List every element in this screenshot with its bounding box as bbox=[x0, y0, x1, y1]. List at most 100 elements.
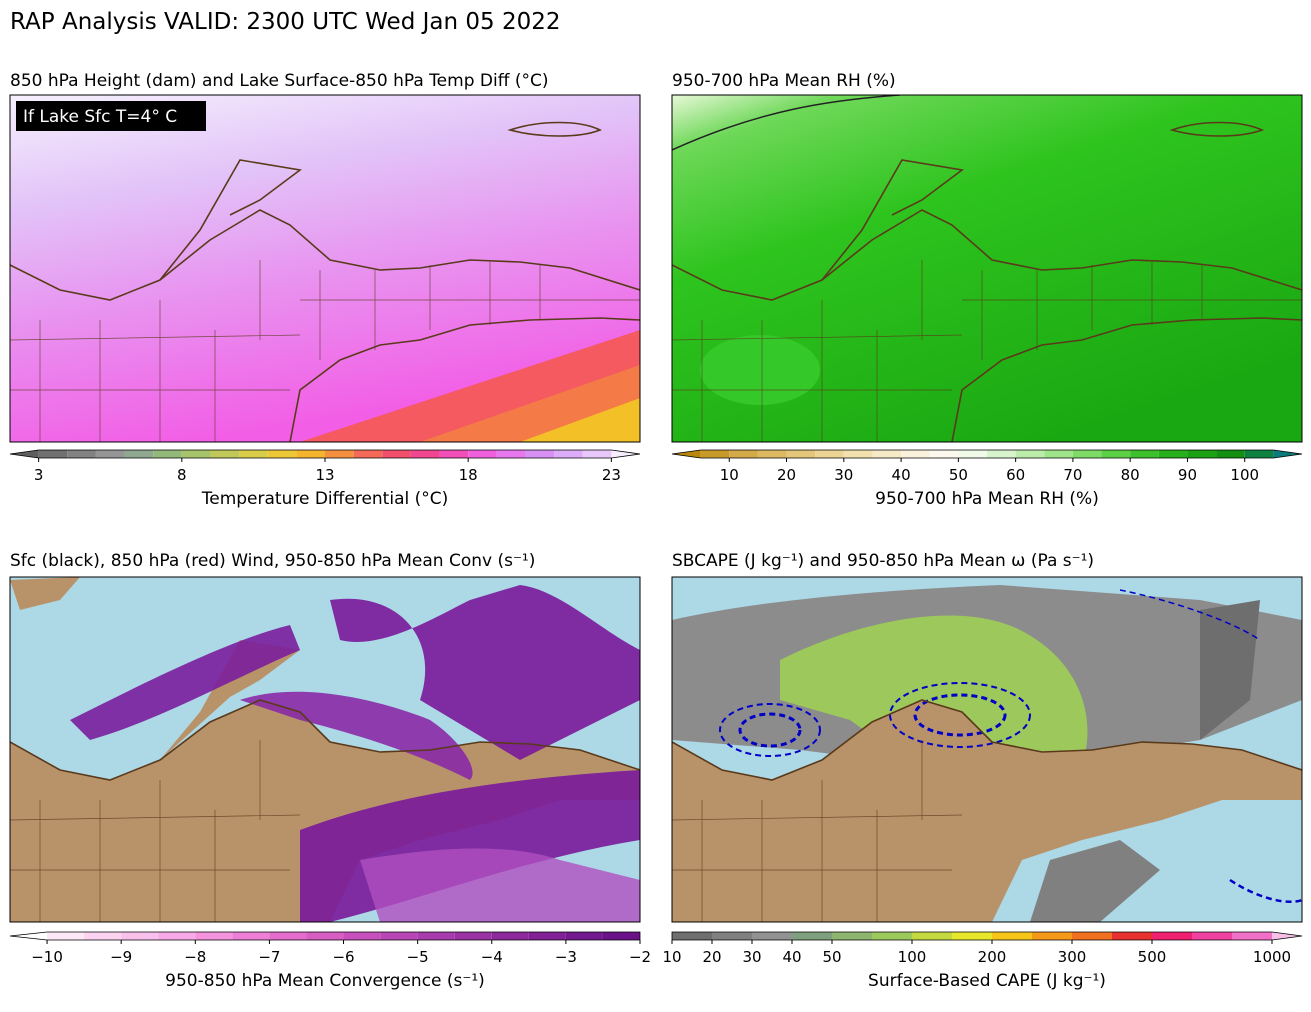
colorbar-segment bbox=[1192, 932, 1232, 940]
colorbar-tick-label: 60 bbox=[1006, 466, 1025, 484]
colorbar-segment bbox=[232, 932, 270, 940]
colorbar-tick-label: −9 bbox=[110, 948, 132, 966]
colorbar-segment bbox=[992, 932, 1032, 940]
colorbar-segment bbox=[757, 450, 787, 458]
colorbar-segment bbox=[491, 932, 529, 940]
colorbar-tick-label: 50 bbox=[949, 466, 968, 484]
colorbar-segment bbox=[554, 450, 583, 458]
colorbar-segment bbox=[1130, 450, 1159, 458]
colorbar-segment bbox=[901, 450, 930, 458]
colorbar-segment bbox=[872, 450, 902, 458]
colorbar-label: Surface-Based CAPE (J kg⁻¹) bbox=[868, 971, 1106, 991]
colorbar-outline bbox=[671, 931, 1303, 941]
colorbar-segment bbox=[454, 932, 492, 940]
colorbar-tick-label: 70 bbox=[1063, 466, 1082, 484]
colorbar-segment bbox=[528, 932, 566, 940]
colorbar-tick-label: 90 bbox=[1178, 466, 1197, 484]
colorbar-tick-label: 8 bbox=[177, 466, 187, 484]
colorbar-segment bbox=[987, 450, 1016, 458]
annotation-box bbox=[16, 101, 206, 131]
colorbar-label: 950-850 hPa Mean Convergence (s⁻¹) bbox=[165, 971, 485, 991]
colorbar-segment bbox=[672, 450, 701, 458]
colorbar-outline bbox=[671, 449, 1303, 459]
colorbar-label: Temperature Differential (°C) bbox=[201, 489, 449, 509]
colorbar-segment bbox=[602, 932, 640, 940]
colorbar-segment bbox=[353, 450, 383, 458]
colorbar-segment bbox=[382, 450, 411, 458]
colorbar-tick-label: 80 bbox=[1121, 466, 1140, 484]
colorbar-segment bbox=[468, 450, 497, 458]
map-convergence bbox=[10, 577, 640, 922]
colorbar-segment bbox=[121, 932, 159, 940]
colorbar-tick-label: −5 bbox=[407, 948, 429, 966]
colorbar-tick-label: −7 bbox=[258, 948, 280, 966]
colorbar-segment bbox=[1273, 450, 1302, 458]
colorbar-segment bbox=[153, 450, 182, 458]
panel-title: SBCAPE (J kg⁻¹) and 950-850 hPa Mean ω (… bbox=[672, 551, 1094, 571]
colorbar-tick-label: −4 bbox=[481, 948, 503, 966]
colorbar-segment bbox=[1216, 450, 1245, 458]
colorbar-tick-label: 30 bbox=[834, 466, 853, 484]
colorbar-tick-label: −6 bbox=[332, 948, 354, 966]
colorbar-segment bbox=[1101, 450, 1131, 458]
colorbar-segment bbox=[912, 932, 952, 940]
colorbar-segment bbox=[181, 450, 211, 458]
panel-title: 850 hPa Height (dam) and Lake Surface-85… bbox=[10, 71, 548, 91]
colorbar-segment bbox=[1032, 932, 1072, 940]
colorbar-segment bbox=[1158, 450, 1188, 458]
colorbar-tick-label: −8 bbox=[184, 948, 206, 966]
colorbar-segment bbox=[410, 450, 440, 458]
panel-title: 950-700 hPa Mean RH (%) bbox=[672, 71, 896, 91]
map-frame bbox=[671, 576, 1303, 923]
colorbar-segment bbox=[380, 932, 418, 940]
colorbar-segment bbox=[832, 932, 872, 940]
colorbar-segment bbox=[700, 450, 730, 458]
map-cape bbox=[672, 577, 1302, 922]
colorbar-segment bbox=[67, 450, 96, 458]
colorbar-segment bbox=[1272, 932, 1302, 940]
colorbar-segment bbox=[195, 932, 233, 940]
colorbar-segment bbox=[1015, 450, 1045, 458]
colorbar-segment bbox=[10, 932, 48, 940]
colorbar-segment bbox=[38, 450, 68, 458]
colorbar-segment bbox=[611, 450, 640, 458]
map-temp-diff bbox=[10, 95, 640, 442]
colorbar-segment bbox=[269, 932, 307, 940]
colorbar-tick-label: 100 bbox=[1230, 466, 1259, 484]
colorbar-segment bbox=[792, 932, 832, 940]
colorbar-segment bbox=[158, 932, 196, 940]
colorbar-tick-label: 50 bbox=[822, 948, 841, 966]
colorbar-tick-label: 40 bbox=[782, 948, 801, 966]
annotation: If Lake Sfc T=4° C bbox=[23, 107, 177, 127]
colorbar-tick-label: 30 bbox=[742, 948, 761, 966]
colorbar-segment bbox=[496, 450, 526, 458]
colorbar-tick-label: 20 bbox=[777, 466, 796, 484]
colorbar-segment bbox=[815, 450, 844, 458]
colorbar-segment bbox=[952, 932, 992, 940]
colorbar-outline bbox=[9, 931, 641, 941]
colorbar-tick-label: −10 bbox=[31, 948, 63, 966]
panel-title: Sfc (black), 850 hPa (red) Wind, 950-850… bbox=[10, 551, 535, 571]
colorbar-segment bbox=[325, 450, 354, 458]
colorbar-segment bbox=[525, 450, 555, 458]
map-rh bbox=[672, 95, 1302, 442]
colorbar-segment bbox=[1232, 932, 1272, 940]
colorbar-tick-label: 13 bbox=[315, 466, 334, 484]
colorbar-segment bbox=[565, 932, 603, 940]
colorbar-tick-label: 200 bbox=[978, 948, 1007, 966]
colorbar-tick-label: 10 bbox=[720, 466, 739, 484]
colorbar-segment bbox=[872, 932, 912, 940]
colorbar-segment bbox=[417, 932, 455, 940]
colorbar-tick-label: 100 bbox=[898, 948, 927, 966]
colorbar-tick-label: 23 bbox=[602, 466, 621, 484]
map-frame bbox=[671, 94, 1303, 443]
colorbar-tick-label: 300 bbox=[1058, 948, 1087, 966]
colorbar-tick-label: 10 bbox=[662, 948, 681, 966]
colorbar-segment bbox=[95, 450, 125, 458]
colorbar-segment bbox=[712, 932, 752, 940]
colorbar-segment bbox=[267, 450, 297, 458]
colorbar-segment bbox=[672, 932, 712, 940]
colorbar-segment bbox=[343, 932, 381, 940]
colorbar-segment bbox=[47, 932, 85, 940]
colorbar-tick-label: 500 bbox=[1138, 948, 1167, 966]
